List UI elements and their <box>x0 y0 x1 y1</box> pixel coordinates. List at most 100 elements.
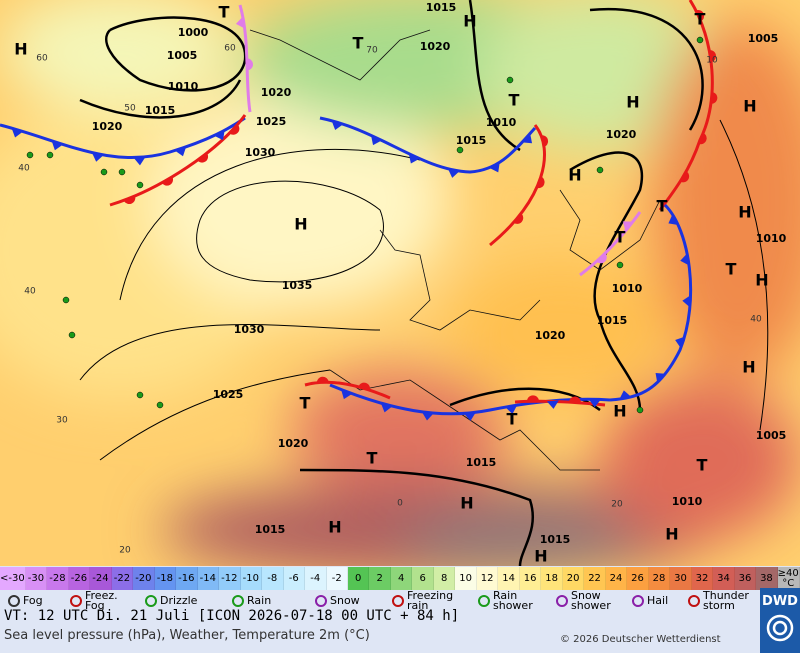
weather-symbol <box>118 168 126 176</box>
scale-cell: 34 <box>713 567 735 590</box>
weather-legend-item: Freez. Fog <box>70 590 135 612</box>
front-semicircle <box>161 176 174 186</box>
temperature-label: 10 <box>706 56 718 66</box>
temperature-label: 60 <box>36 54 48 64</box>
weather-symbol <box>62 296 70 304</box>
high-pressure-label: H <box>742 358 755 377</box>
front-triangle <box>505 405 518 415</box>
front-semicircle <box>698 132 707 145</box>
front-triangle <box>622 221 633 232</box>
weather-icon <box>392 595 404 607</box>
scale-cell: -4 <box>305 567 327 590</box>
scale-cell: 32 <box>691 567 714 590</box>
high-pressure-label: H <box>460 494 473 513</box>
scale-cell: 14 <box>498 567 520 590</box>
scale-cell: 26 <box>627 567 649 590</box>
front-triangle <box>51 140 64 151</box>
weather-symbol <box>636 406 644 414</box>
front-triangle <box>522 133 533 144</box>
scale-cell: -18 <box>154 567 177 590</box>
weather-symbol <box>156 401 164 409</box>
isobar-label: 1035 <box>282 279 313 292</box>
front-triangle <box>380 403 393 413</box>
front-semicircle <box>710 91 718 104</box>
high-pressure-label: H <box>738 203 751 222</box>
weather-legend-label: Rain shower <box>493 589 533 612</box>
weather-icon <box>232 595 244 607</box>
scale-cell: -6 <box>283 567 306 590</box>
scale-cell: -14 <box>197 567 220 590</box>
isobar-label: 1000 <box>178 26 209 39</box>
high-pressure-label: H <box>534 547 547 566</box>
high-pressure-label: H <box>14 40 27 59</box>
front-triangle <box>489 162 500 173</box>
low-pressure-label: T <box>300 394 311 413</box>
temperature-label: 30 <box>56 416 68 426</box>
isobar-label: 1030 <box>245 146 276 159</box>
isobar-label: 1020 <box>606 128 637 141</box>
scale-cell: -20 <box>133 567 155 590</box>
temperature-label: 40 <box>18 164 30 174</box>
isobar-label: 1015 <box>597 314 628 327</box>
front-triangle <box>447 168 460 178</box>
high-pressure-label: H <box>665 525 678 544</box>
weather-icon <box>70 595 82 607</box>
front-triangle <box>11 128 24 138</box>
weather-symbol <box>100 168 108 176</box>
scale-cell: 10 <box>455 567 477 590</box>
front-semicircle <box>358 382 371 391</box>
weather-legend-label: Rain <box>247 594 272 607</box>
copyright: © 2026 Deutscher Wetterdienst <box>560 634 721 645</box>
scale-cell: 12 <box>476 567 499 590</box>
weather-icon <box>688 595 700 607</box>
front-triangle <box>421 411 434 421</box>
high-pressure-label: H <box>294 215 307 234</box>
valid-time: VT: 12 UTC Di. 21 Juli [ICON 2026-07-18 … <box>4 608 460 624</box>
scale-cell: 0 <box>347 567 370 590</box>
front-semicircle <box>541 135 549 147</box>
front-semicircle <box>695 9 705 22</box>
isobar-label: 1015 <box>145 104 176 117</box>
front-triangle <box>675 336 685 349</box>
low-pressure-label: T <box>507 410 518 429</box>
low-pressure-label: T <box>697 456 708 475</box>
isobar-label: 1030 <box>234 323 265 336</box>
logo-spiral <box>766 614 794 642</box>
scale-cell: -28 <box>47 567 69 590</box>
temperature-label: 70 <box>366 46 378 56</box>
weather-legend-item: Drizzle <box>145 590 230 612</box>
scale-cell: 30 <box>670 567 692 590</box>
low-pressure-label: T <box>726 260 737 279</box>
scale-cell: 20 <box>562 567 585 590</box>
isobar-label: 1005 <box>167 49 198 62</box>
weather-symbol <box>596 166 604 174</box>
weather-legend-label: Freezing rain <box>407 589 454 612</box>
fronts <box>0 0 718 421</box>
low-pressure-label: T <box>219 3 230 22</box>
front-triangle <box>91 152 104 162</box>
front-triangle <box>174 146 187 157</box>
scale-cell: 24 <box>605 567 628 590</box>
weather-symbol <box>696 36 704 44</box>
isobar-label: 1020 <box>92 120 123 133</box>
weather-symbol <box>26 151 34 159</box>
isobar-label: 1025 <box>256 115 287 128</box>
weather-legend-item: Hail <box>632 590 692 612</box>
scale-cell: -24 <box>90 567 112 590</box>
scale-cell: ≥40 °C <box>777 567 800 590</box>
isobars <box>79 0 704 566</box>
isobar-label: 1010 <box>612 282 643 295</box>
front-triangle <box>463 412 476 421</box>
scale-cell: 28 <box>648 567 671 590</box>
isobar-label: 1010 <box>756 232 787 245</box>
isobar-label: 1015 <box>255 523 286 536</box>
isobar-label: 1020 <box>535 329 566 342</box>
high-pressure-label: H <box>626 93 639 112</box>
front-triangle <box>619 390 632 400</box>
isobar-label: 1020 <box>420 40 451 53</box>
scale-cell: 2 <box>369 567 391 590</box>
high-pressure-label: H <box>328 518 341 537</box>
isobar-label: 1005 <box>748 32 779 45</box>
high-pressure-label: H <box>463 12 476 31</box>
front-triangle <box>213 130 225 141</box>
